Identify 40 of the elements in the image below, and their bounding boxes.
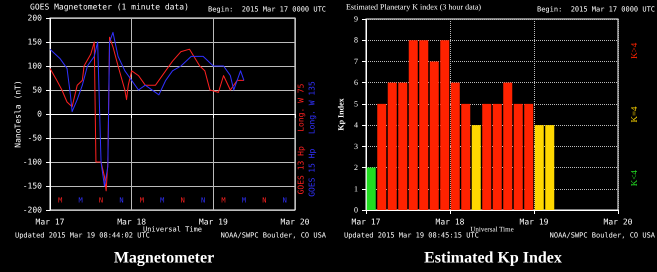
y-tick-label: 200 (28, 14, 42, 22)
y-tick-label: 3 (354, 142, 358, 151)
x-tick-label: Mar 19 (198, 218, 228, 226)
chart-title: Estimated Planetary K index (3 hour data) (346, 2, 482, 12)
x-tick-label: Mar 17 (352, 218, 381, 226)
text: Magnetometer (114, 250, 214, 266)
bar (366, 168, 376, 210)
y-tick-label: 150 (28, 38, 42, 46)
text: Estimated Kp Index (424, 250, 562, 266)
x-tick-label: Mar 18 (436, 218, 465, 226)
y-axis-title: NanoTesla (nT) (14, 80, 22, 148)
y-tick-label: -200 (22, 206, 42, 214)
y-tick-label: 100 (28, 62, 42, 70)
chart-title: GOES Magnetometer (1 minute data) (30, 2, 189, 12)
y-tick-label: 0 (354, 206, 358, 214)
y-tick-label: -150 (22, 182, 42, 190)
y-tick-label: 9 (354, 14, 358, 24)
x-tick-label: Mar 18 (117, 218, 146, 226)
y-tick-label: 50 (32, 86, 42, 94)
y-axis-title: Kp Index (336, 98, 346, 131)
y-tick-label: 5 (354, 99, 358, 108)
y-tick-label: 4 (354, 120, 358, 130)
x-tick-label: Mar 20 (604, 218, 633, 226)
y-tick-label: 0 (37, 110, 42, 118)
x-tick-label: Mar 20 (280, 218, 310, 226)
text: K=4 (629, 106, 639, 123)
text: K<4 (629, 170, 639, 186)
bar (472, 125, 481, 210)
y-tick-label: 1 (354, 184, 358, 194)
y-tick-label: 7 (354, 56, 358, 66)
y-tick-label: -100 (22, 158, 42, 166)
text: GOES 15 Hp Long. W 135 (308, 81, 316, 197)
y-tick-label: 2 (354, 163, 358, 172)
text: GOES 13 Hp Long. W 75 (296, 83, 306, 194)
x-tick-label: Mar 17 (36, 218, 65, 226)
x-tick-label: Mar 19 (520, 218, 549, 226)
y-tick-label: -50 (28, 134, 42, 142)
y-tick-label: 6 (354, 78, 358, 88)
y-tick-label: 8 (354, 36, 358, 45)
text: K>4 (629, 42, 639, 59)
